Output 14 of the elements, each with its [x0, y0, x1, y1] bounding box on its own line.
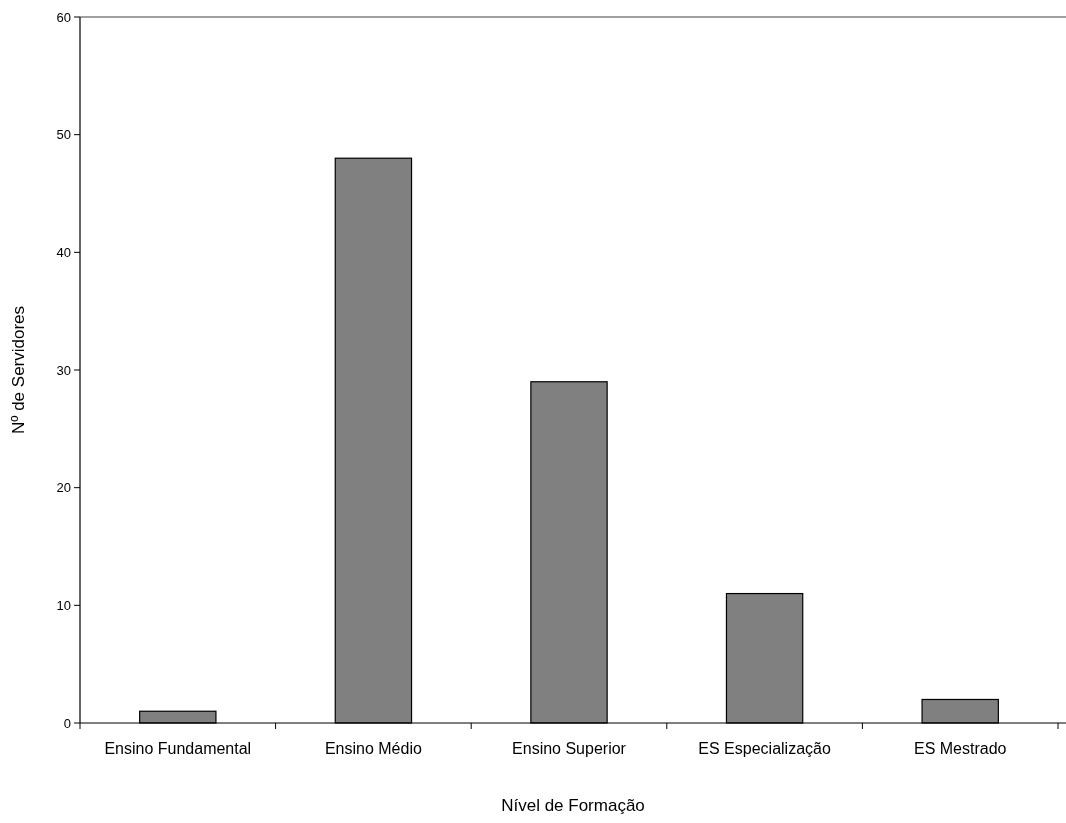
x-tick-label: Ensino Fundamental [104, 740, 252, 757]
y-tick-label: 40 [56, 244, 71, 260]
y-tick-label: 20 [56, 480, 71, 496]
y-axis-title: Nº de Servidores [9, 305, 28, 435]
y-tick-label: 60 [56, 9, 71, 25]
y-tick-label: 30 [56, 362, 71, 378]
x-tick-label: ES Mestrado [913, 740, 1007, 757]
x-tick-label: Ensino Superior [512, 740, 627, 757]
y-tick-label: 0 [63, 715, 71, 731]
y-tick-label: 10 [56, 597, 71, 613]
x-axis-title: Nível de Formação [501, 796, 645, 815]
x-tick-label: Ensino Médio [324, 740, 422, 757]
x-tick-label: ES Especialização [698, 740, 831, 757]
y-tick-label: 50 [56, 127, 71, 143]
